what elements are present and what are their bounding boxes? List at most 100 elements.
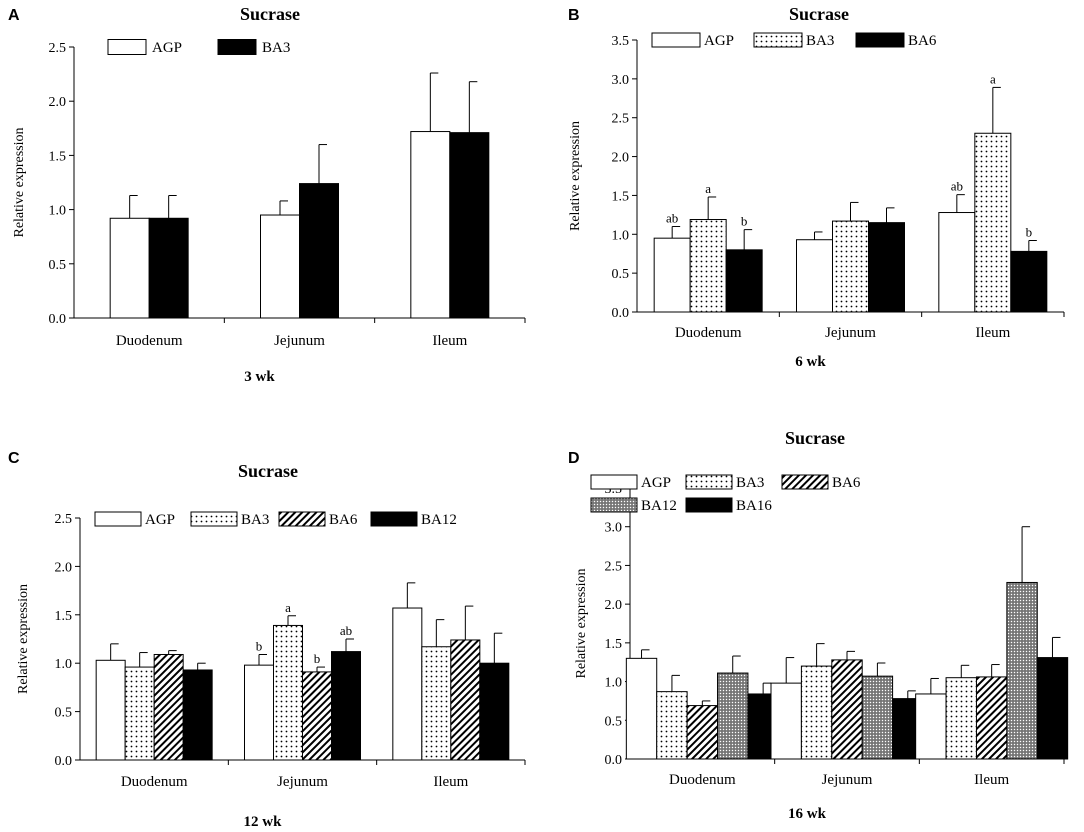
bar-ba12 — [479, 662, 510, 761]
bar-ba6 — [153, 653, 184, 761]
bar-ba16 — [1036, 657, 1069, 760]
bar-agp — [796, 239, 833, 313]
y-axis-label: Relative expression — [574, 568, 589, 678]
bar-ba3 — [148, 217, 189, 319]
bar-ba6 — [450, 639, 481, 761]
bar-agp — [938, 212, 976, 313]
legend-label: BA12 — [641, 498, 677, 514]
bar-ba12 — [331, 651, 361, 761]
y-tick-label: 0.5 — [612, 267, 630, 282]
y-tick-label: 2.0 — [612, 151, 630, 166]
panels: A Sucrase 0.0 0.5 1.0 1.5 2.0 2.5 Relative expre… — [8, 4, 1069, 830]
y-tick-label: 0.5 — [55, 706, 73, 721]
y-tick-label: 3.0 — [605, 521, 623, 536]
category-label: Ileum — [433, 774, 468, 790]
panel-letter: C — [8, 450, 20, 467]
week-label: 12 wk — [244, 814, 283, 830]
legend-swatch-agp — [94, 511, 142, 527]
y-tick-label: 1.0 — [55, 657, 73, 672]
bar-ba6 — [1010, 250, 1048, 313]
y-tick-label: 0.0 — [55, 754, 73, 769]
legend-swatch-agp — [107, 39, 147, 55]
category-label: Jejunum — [277, 774, 328, 790]
category-label: Ileum — [432, 333, 467, 349]
y-tick-label: 2.5 — [612, 112, 630, 127]
y-tick-label: 0.0 — [612, 306, 630, 321]
bar-ba3 — [299, 183, 339, 319]
bar-ba12 — [182, 669, 213, 761]
panel-letter: D — [568, 450, 580, 467]
legend-swatch-ba6 — [781, 474, 829, 490]
panel-letter: A — [8, 7, 20, 24]
y-tick-label: 0.0 — [49, 312, 67, 327]
legend-swatch-ba3 — [190, 511, 238, 527]
y-tick-label: 1.5 — [49, 149, 67, 164]
y-tick-label: 2.5 — [49, 41, 67, 56]
y-tick-label: 2.0 — [605, 598, 623, 613]
bar-ba6 — [975, 676, 1008, 760]
bar-agp — [653, 237, 691, 313]
legend-label: BA6 — [329, 512, 358, 528]
legend-swatch-agp — [651, 32, 701, 48]
bar-ba6 — [868, 222, 905, 313]
significance-label: a — [285, 600, 291, 615]
y-tick-label: 1.0 — [49, 204, 67, 219]
bar-ba3 — [800, 665, 833, 760]
legend-label: BA3 — [262, 40, 290, 56]
y-axis-label: Relative expression — [568, 121, 583, 231]
y-tick-label: 3.5 — [612, 34, 630, 49]
legend-label: BA3 — [806, 33, 834, 49]
y-tick-label: 3.0 — [612, 73, 630, 88]
chart-title: Sucrase — [238, 461, 298, 481]
significance-label: b — [256, 638, 263, 653]
category-label: Duodenum — [121, 774, 188, 790]
bar-ba6 — [831, 659, 863, 760]
significance-label: ab — [340, 623, 352, 638]
legend-swatch-ba3 — [753, 32, 803, 48]
bar-ba12 — [1006, 581, 1038, 760]
panel-a: A Sucrase 0.0 0.5 1.0 1.5 2.0 2.5 Relative expre… — [8, 4, 526, 385]
bar-agp — [109, 217, 150, 319]
y-tick-label: 0.0 — [605, 753, 623, 768]
week-label: 16 wk — [788, 806, 827, 822]
legend-swatch-ba12 — [370, 511, 418, 527]
bar-ba3 — [945, 677, 977, 760]
category-label: Duodenum — [669, 772, 736, 788]
significance-label: b — [314, 651, 321, 666]
significance-label: ab — [951, 179, 963, 194]
bar-ba6 — [686, 705, 719, 760]
legend-label: AGP — [641, 475, 671, 491]
legend-swatch-ba16 — [685, 497, 733, 513]
category-label: Jejunum — [825, 325, 876, 341]
y-tick-label: 2.0 — [49, 95, 67, 110]
legend: AGP BA3 — [107, 39, 290, 56]
y-tick-label: 0.5 — [49, 258, 67, 273]
bar-ba6 — [302, 671, 332, 761]
chart-title: Sucrase — [789, 4, 849, 24]
category-label: Duodenum — [675, 325, 742, 341]
legend-label: BA6 — [908, 33, 937, 49]
y-tick-label: 1.5 — [612, 189, 630, 204]
legend-swatch-ba3 — [217, 39, 257, 55]
legend: AGP BA3 BA6 BA12 — [94, 511, 457, 528]
legend-swatch-agp — [590, 474, 638, 490]
chart-title: Sucrase — [240, 4, 300, 24]
bar-ba6 — [725, 249, 763, 313]
bar-ba3 — [124, 666, 155, 761]
legend-label: AGP — [152, 40, 182, 56]
legend-swatch-ba3 — [685, 474, 733, 490]
bar-agp — [392, 607, 423, 761]
panel-c: C Sucrase 0.0 0.5 1.0 1.5 2.0 2.5 Relative expre… — [8, 450, 526, 830]
y-tick-label: 2.0 — [55, 560, 73, 575]
chart-title: Sucrase — [785, 428, 845, 448]
y-axis-label: Relative expression — [12, 127, 27, 237]
bar-ba3 — [832, 220, 869, 313]
panel-d: DSucrase0.00.51.01.52.02.53.03.5Relative… — [568, 428, 1069, 822]
bar-agp — [260, 214, 300, 319]
bar-agp — [625, 657, 658, 760]
category-label: Ileum — [974, 772, 1009, 788]
bar-ba12 — [717, 672, 749, 760]
category-label: Ileum — [975, 325, 1010, 341]
bar-agp — [95, 659, 126, 761]
